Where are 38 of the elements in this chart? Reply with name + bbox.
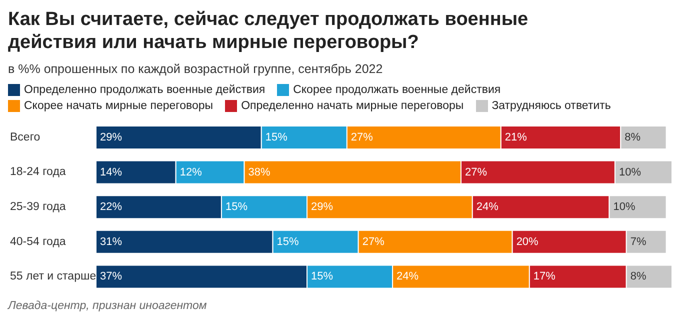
y-tick-label: 25-39 года bbox=[10, 201, 66, 213]
data-label: 37% bbox=[100, 270, 122, 283]
y-tick-label: 55 лет и старше bbox=[10, 270, 96, 283]
data-label: 24% bbox=[396, 270, 419, 283]
y-tick-label: 18-24 года bbox=[10, 166, 66, 178]
data-label: 31% bbox=[100, 236, 122, 248]
legend-label: Затрудняюсь ответить bbox=[492, 100, 611, 112]
data-label: 21% bbox=[504, 132, 528, 144]
data-label: 15% bbox=[225, 201, 248, 214]
data-label: 10% bbox=[613, 201, 636, 214]
legend-label: Определенно начать мирные переговоры bbox=[241, 100, 464, 112]
data-label: 27% bbox=[350, 132, 374, 144]
data-label: 27% bbox=[464, 166, 488, 178]
data-label: 38% bbox=[248, 166, 271, 178]
data-label: 15% bbox=[276, 236, 300, 248]
data-label: 22% bbox=[100, 201, 122, 214]
legend-label: Скорее начать мирные переговоры bbox=[24, 100, 214, 112]
data-label: 8% bbox=[630, 270, 646, 283]
data-label: 24% bbox=[476, 201, 499, 214]
data-label: 7% bbox=[630, 236, 646, 248]
data-label: 27% bbox=[362, 236, 385, 248]
data-label: 10% bbox=[618, 166, 642, 178]
legend-label: Определенно продолжать военные действия bbox=[24, 84, 266, 96]
data-label: 29% bbox=[311, 201, 334, 214]
data-label: 29% bbox=[100, 132, 122, 144]
data-label: 12% bbox=[180, 166, 202, 178]
chart-subtitle: в %% опрошенных по каждой возрастной группе, сентябрь 2022 bbox=[8, 62, 384, 76]
data-label: 15% bbox=[311, 270, 334, 283]
chart-title: Как Вы считаете, сейчас следует продолжать военные действия или начать мирные переговоры? bbox=[8, 8, 530, 54]
data-label: 17% bbox=[533, 270, 556, 283]
data-label: 20% bbox=[516, 236, 539, 248]
y-tick-label: 40-54 года bbox=[10, 236, 66, 248]
legend-label: Скорее продолжать военные действия bbox=[293, 84, 501, 96]
data-label: 14% bbox=[100, 166, 122, 178]
data-label: 15% bbox=[265, 132, 288, 144]
data-label: 8% bbox=[624, 132, 641, 144]
text: Левада-центр, признан иноагентом bbox=[8, 300, 208, 312]
y-tick-label: Всего bbox=[10, 131, 40, 144]
